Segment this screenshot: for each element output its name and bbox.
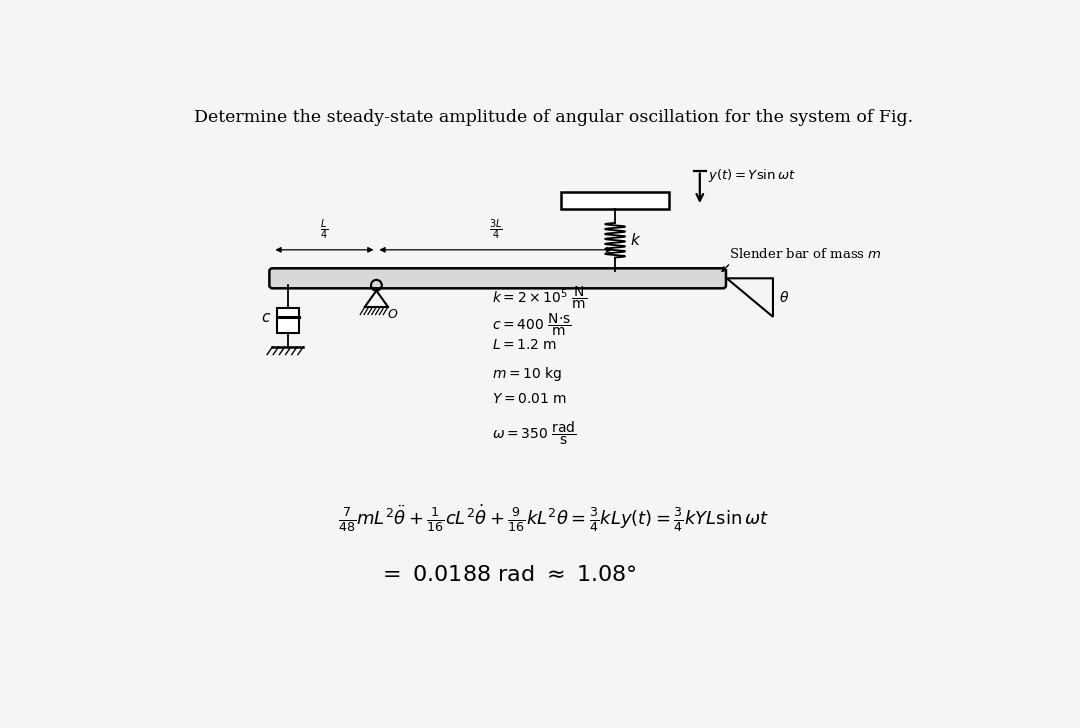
Text: $k = 2 \times 10^5\ \dfrac{\mathrm{N}}{\mathrm{m}}$: $k = 2 \times 10^5\ \dfrac{\mathrm{N}}{\… <box>491 285 588 311</box>
Text: $Y = 0.01\ \mathrm{m}$: $Y = 0.01\ \mathrm{m}$ <box>491 392 567 406</box>
Bar <box>278 309 299 333</box>
Text: Determine the steady-state amplitude of angular oscillation for the system of Fi: Determine the steady-state amplitude of … <box>194 109 913 126</box>
Text: $k$: $k$ <box>631 232 642 248</box>
Text: $\frac{L}{4}$: $\frac{L}{4}$ <box>321 218 328 242</box>
Text: $\omega = 350\ \dfrac{\mathrm{rad}}{\mathrm{s}}$: $\omega = 350\ \dfrac{\mathrm{rad}}{\mat… <box>491 419 577 446</box>
FancyBboxPatch shape <box>269 269 726 288</box>
Bar <box>562 192 669 209</box>
Text: $c$: $c$ <box>260 311 271 325</box>
Text: $c = 400\ \dfrac{\mathrm{N{\cdot}s}}{\mathrm{m}}$: $c = 400\ \dfrac{\mathrm{N{\cdot}s}}{\ma… <box>491 312 571 338</box>
Text: $L = 1.2\ \mathrm{m}$: $L = 1.2\ \mathrm{m}$ <box>491 339 557 352</box>
Text: $\frac{7}{48}mL^2\ddot{\theta} + \frac{1}{16}cL^2\dot{\theta} + \frac{9}{16}kL^2: $\frac{7}{48}mL^2\ddot{\theta} + \frac{1… <box>338 503 769 534</box>
Text: $=\ 0.0188\ \mathrm{rad}\ \approx\ 1.08°$: $=\ 0.0188\ \mathrm{rad}\ \approx\ 1.08°… <box>378 565 637 585</box>
Text: Slender bar of mass $m$: Slender bar of mass $m$ <box>729 247 882 261</box>
Text: $m = 10\ \mathrm{kg}$: $m = 10\ \mathrm{kg}$ <box>491 365 563 384</box>
Text: $O$: $O$ <box>387 309 399 321</box>
Text: $\frac{3L}{4}$: $\frac{3L}{4}$ <box>489 218 502 242</box>
Text: $y(t) = Y\sin\omega t$: $y(t) = Y\sin\omega t$ <box>707 167 795 184</box>
Text: $\theta$: $\theta$ <box>779 290 789 305</box>
